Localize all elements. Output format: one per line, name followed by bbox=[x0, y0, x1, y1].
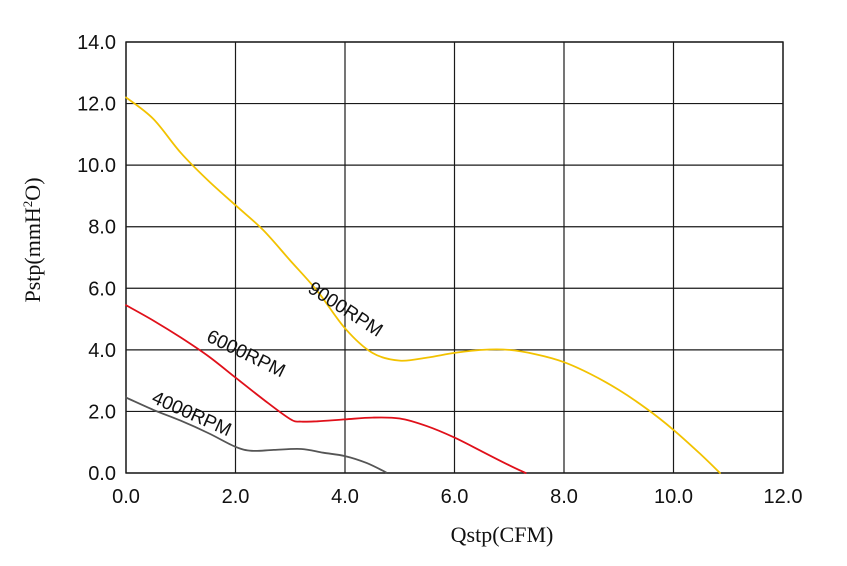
x-tick-label: 0.0 bbox=[112, 486, 140, 508]
y-tick-label: 8.0 bbox=[88, 217, 116, 239]
y-axis-title-tail: O) bbox=[20, 177, 45, 200]
series-line-4000rpm bbox=[125, 396, 387, 474]
y-tick-label: 4.0 bbox=[88, 340, 116, 362]
x-axis-ticks: 0.0 2.0 4.0 6.0 8.0 10.0 12.0 bbox=[112, 486, 802, 508]
x-tick-label: 8.0 bbox=[550, 486, 578, 508]
x-tick-label: 6.0 bbox=[441, 486, 469, 508]
y-tick-label: 2.0 bbox=[88, 401, 116, 423]
y-tick-label: 10.0 bbox=[77, 155, 116, 177]
y-axis-title-subscript: 2 bbox=[20, 201, 35, 208]
x-axis-title: Qstp(CFM) bbox=[451, 522, 554, 547]
x-tick-label: 2.0 bbox=[222, 486, 250, 508]
y-axis-title: Pstp(mmH2O) bbox=[20, 177, 45, 302]
y-axis-title-main: Pstp(mmH bbox=[20, 207, 45, 302]
y-tick-label: 0.0 bbox=[88, 463, 116, 485]
y-axis-ticks: 0.0 2.0 4.0 6.0 8.0 10.0 12.0 14.0 bbox=[77, 32, 116, 485]
series-line-6000rpm bbox=[125, 304, 527, 474]
x-tick-label: 4.0 bbox=[331, 486, 359, 508]
y-tick-label: 6.0 bbox=[88, 278, 116, 300]
plot-frame bbox=[125, 41, 784, 474]
y-tick-label: 12.0 bbox=[77, 94, 116, 116]
series-line-9000rpm bbox=[125, 96, 721, 474]
y-tick-label: 14.0 bbox=[77, 32, 116, 54]
series-label-6000rpm: 6000RPM bbox=[203, 326, 288, 382]
x-tick-label: 12.0 bbox=[764, 486, 803, 508]
grid bbox=[125, 41, 784, 474]
series-label-4000rpm: 4000RPM bbox=[149, 388, 235, 442]
x-tick-label: 10.0 bbox=[654, 486, 693, 508]
